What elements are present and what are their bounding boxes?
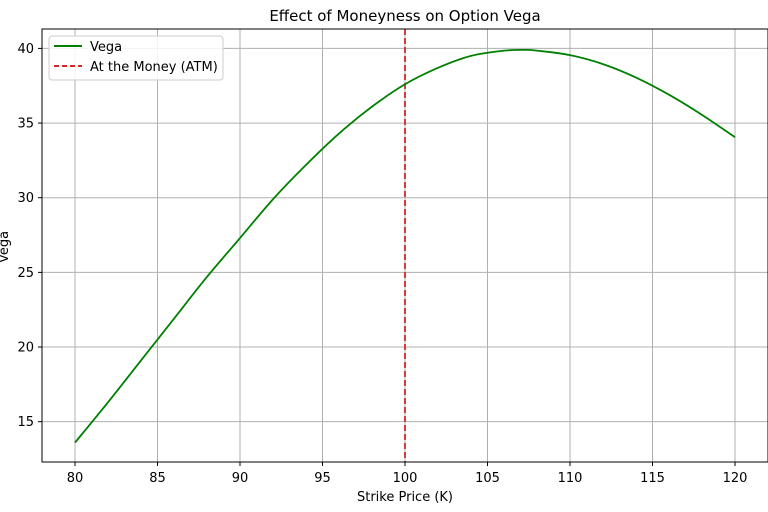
x-tick-label: 95 bbox=[314, 471, 331, 486]
x-tick-label: 100 bbox=[393, 471, 418, 486]
y-axis-label: Vega bbox=[0, 231, 12, 263]
x-axis-label: Strike Price (K) bbox=[357, 490, 453, 505]
x-tick-label: 115 bbox=[640, 471, 665, 486]
legend-box bbox=[48, 35, 224, 81]
x-tick-label: 120 bbox=[723, 471, 748, 486]
y-tick-label: 15 bbox=[17, 415, 34, 430]
legend: Vega At the Money (ATM) bbox=[48, 35, 224, 81]
y-tick-label: 25 bbox=[17, 266, 34, 281]
x-tick-label: 80 bbox=[67, 471, 84, 486]
y-tick-label: 20 bbox=[17, 341, 34, 356]
y-tick-label: 35 bbox=[17, 117, 34, 132]
vega-line bbox=[74, 48, 736, 444]
legend-atm-label: At the Money (ATM) bbox=[90, 60, 218, 75]
legend-vega-label: Vega bbox=[90, 40, 122, 55]
x-tick-label: 85 bbox=[149, 471, 166, 486]
x-tick-label: 110 bbox=[558, 471, 583, 486]
y-tick-label: 40 bbox=[17, 42, 34, 57]
series-lines bbox=[74, 48, 736, 444]
y-tick-label: 30 bbox=[17, 191, 34, 206]
x-tick-label: 90 bbox=[232, 471, 249, 486]
x-tick-label: 105 bbox=[475, 471, 500, 486]
axis-ticks: 80 85 90 95 100 105 110 115 120 15 20 25 30 35 40 bbox=[17, 42, 747, 486]
chart-title: Effect of Moneyness on Option Vega bbox=[269, 7, 540, 25]
